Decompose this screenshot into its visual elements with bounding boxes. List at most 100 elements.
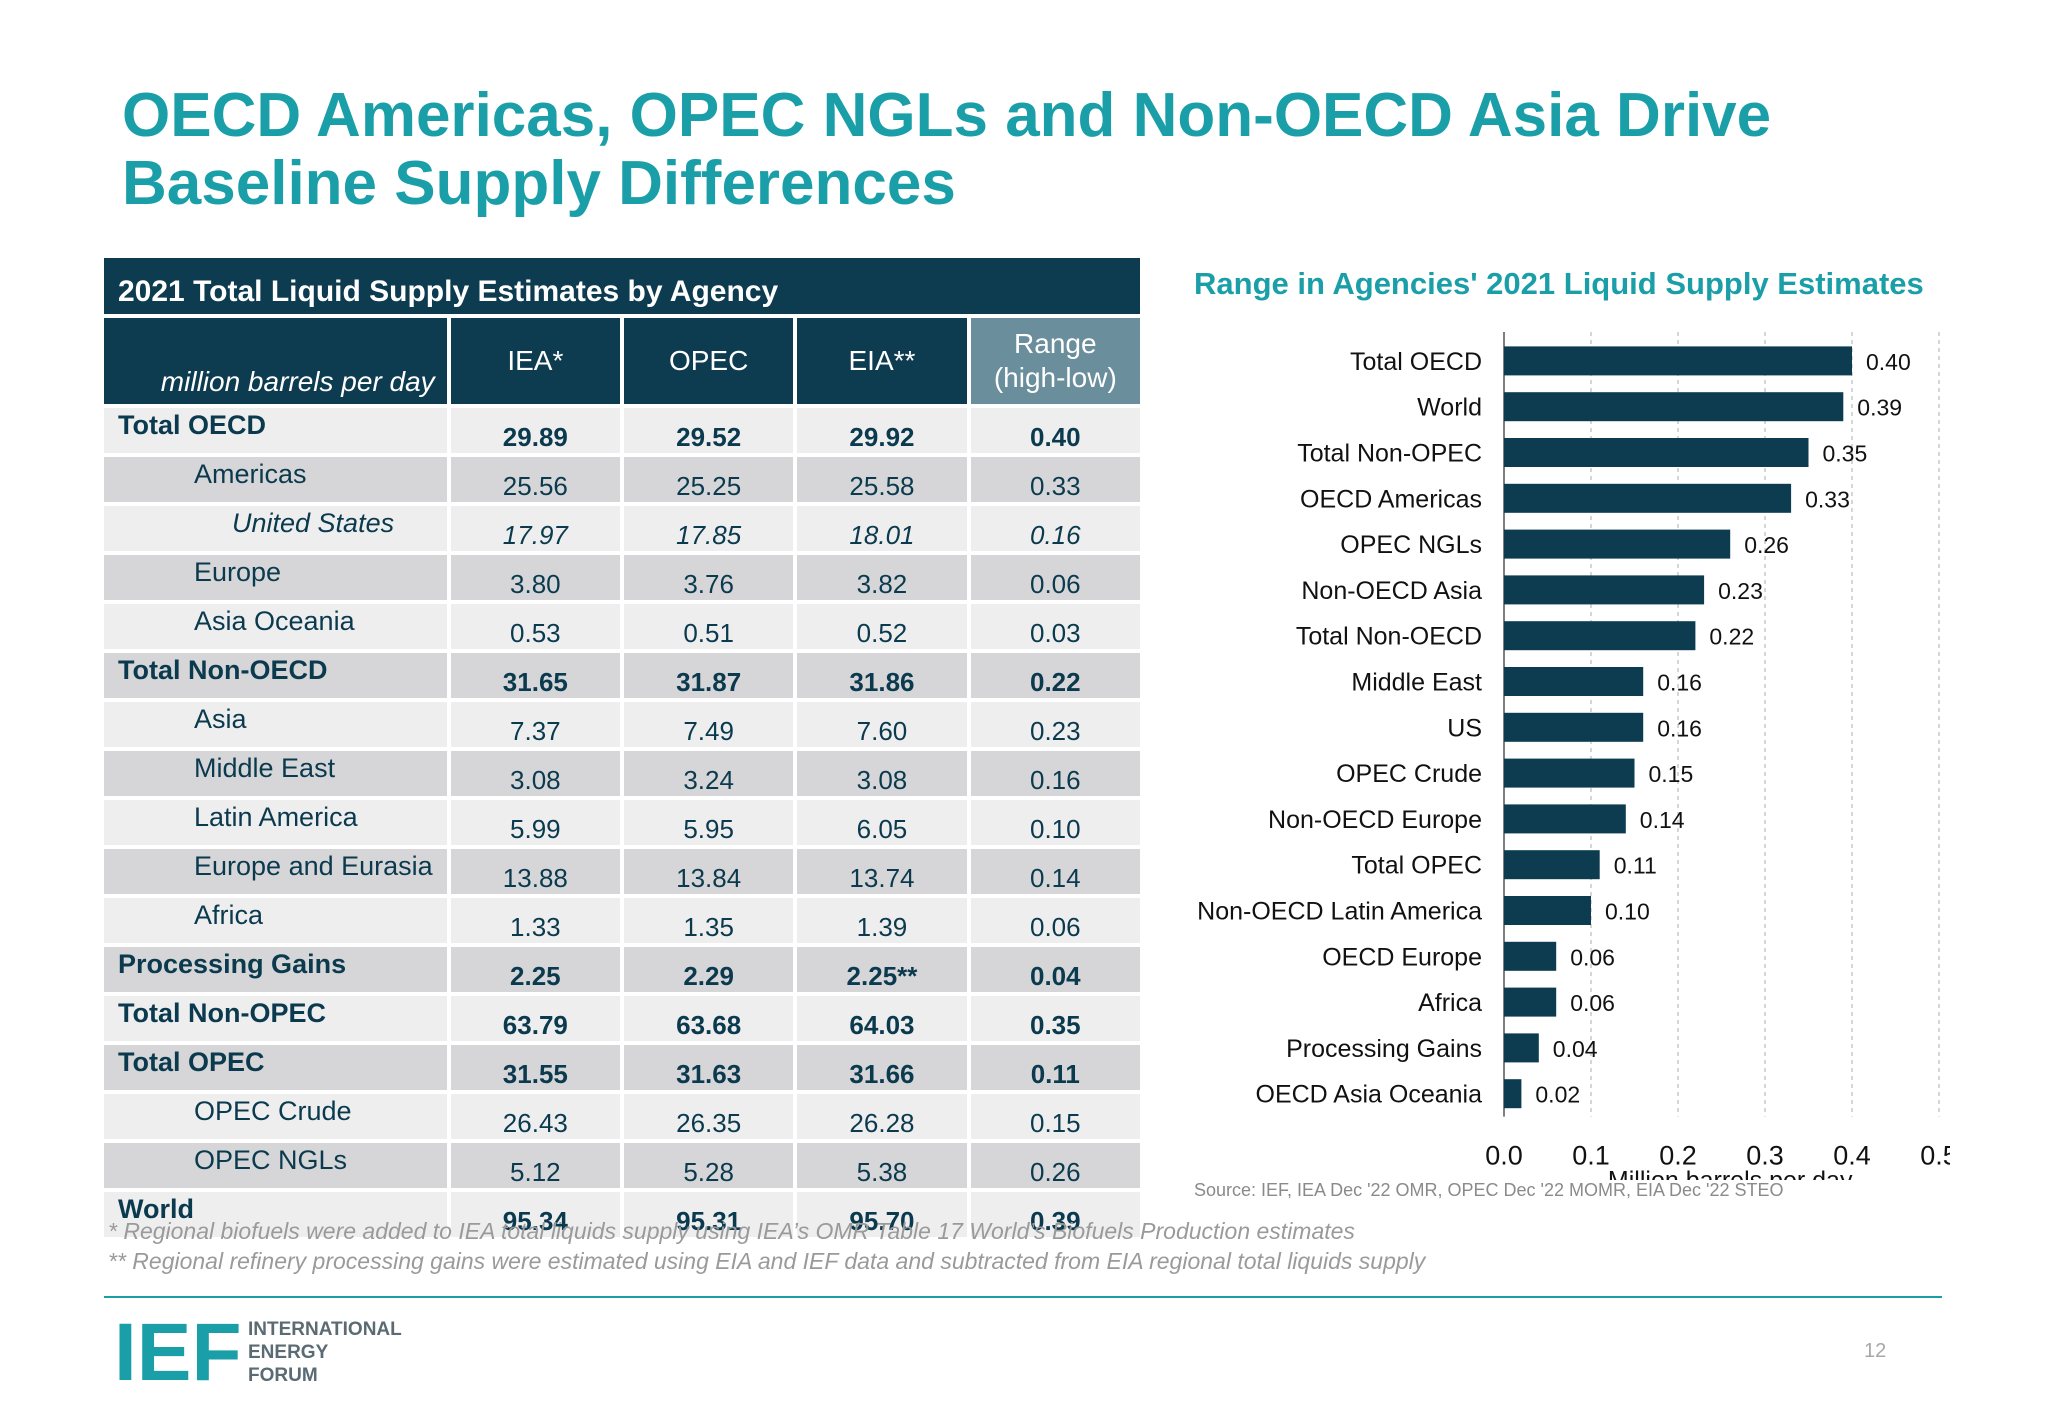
logo-line-1: INTERNATIONAL xyxy=(248,1319,402,1340)
x-tick-label: 0.4 xyxy=(1833,1141,1871,1171)
range-value: 0.40 xyxy=(970,408,1140,453)
opec-value: 25.25 xyxy=(624,457,794,502)
value-label: 0.04 xyxy=(1553,1036,1598,1062)
row-label: Total OECD xyxy=(104,408,447,453)
table-row: United States 17.97 17.85 18.01 0.16 xyxy=(104,506,1140,551)
range-value: 0.06 xyxy=(970,898,1140,943)
eia-value: 6.05 xyxy=(797,800,967,845)
category-label: OPEC NGLs xyxy=(1340,531,1482,559)
bar xyxy=(1504,941,1557,971)
x-tick-label: 0.5 xyxy=(1920,1141,1950,1171)
col-header-iea: IEA* xyxy=(450,318,620,404)
table-row: Total Non-OECD 31.65 31.87 31.86 0.22 xyxy=(104,653,1140,698)
ief-logo: IEF xyxy=(114,1318,242,1386)
iea-value: 31.65 xyxy=(450,653,620,698)
supply-table: million barrels per day IEA* OPEC EIA** … xyxy=(100,314,1144,1241)
eia-value: 13.74 xyxy=(797,849,967,894)
iea-value: 63.79 xyxy=(450,996,620,1041)
category-label: Non-OECD Latin America xyxy=(1197,898,1482,926)
row-label: Asia xyxy=(104,702,447,747)
iea-value: 17.97 xyxy=(450,506,620,551)
eia-value: 26.28 xyxy=(797,1094,967,1139)
category-label: Non-OECD Asia xyxy=(1301,577,1482,605)
logo-text: INTERNATIONAL ENERGY FORUM xyxy=(248,1318,402,1387)
iea-value: 95.34 xyxy=(450,1192,620,1237)
value-label: 0.26 xyxy=(1744,532,1789,558)
row-label: Total Non-OPEC xyxy=(104,996,447,1041)
row-label: Middle East xyxy=(104,751,447,796)
opec-value: 3.76 xyxy=(624,555,794,600)
table-row: Asia Oceania 0.53 0.51 0.52 0.03 xyxy=(104,604,1140,649)
row-label: Americas xyxy=(104,457,447,502)
bar xyxy=(1504,850,1600,880)
row-label: Latin America xyxy=(104,800,447,845)
eia-value: 29.92 xyxy=(797,408,967,453)
row-label: Africa xyxy=(104,898,447,943)
eia-value: 2.25** xyxy=(797,947,967,992)
category-label: Non-OECD Europe xyxy=(1268,806,1482,834)
range-value: 0.16 xyxy=(970,751,1140,796)
eia-value: 3.82 xyxy=(797,555,967,600)
bar xyxy=(1504,392,1844,422)
supply-table-panel: 2021 Total Liquid Supply Estimates by Ag… xyxy=(104,258,1140,1241)
x-tick-label: 0.0 xyxy=(1485,1141,1523,1171)
table-row: Middle East 3.08 3.24 3.08 0.16 xyxy=(104,751,1140,796)
row-label: Europe and Eurasia xyxy=(104,849,447,894)
iea-value: 29.89 xyxy=(450,408,620,453)
category-label: Total Non-OPEC xyxy=(1297,440,1482,468)
chart-title: Range in Agencies' 2021 Liquid Supply Es… xyxy=(1194,266,1924,301)
iea-value: 3.08 xyxy=(450,751,620,796)
category-label: Total OECD xyxy=(1350,348,1482,376)
range-value: 0.03 xyxy=(970,604,1140,649)
value-label: 0.33 xyxy=(1805,486,1850,512)
value-label: 0.35 xyxy=(1823,441,1868,467)
row-label: Europe xyxy=(104,555,447,600)
iea-value: 25.56 xyxy=(450,457,620,502)
bar xyxy=(1504,621,1696,651)
table-row: Total OPEC 31.55 31.63 31.66 0.11 xyxy=(104,1045,1140,1090)
table-row: Americas 25.56 25.25 25.58 0.33 xyxy=(104,457,1140,502)
opec-value: 2.29 xyxy=(624,947,794,992)
category-label: World xyxy=(1417,394,1482,422)
x-tick-label: 0.2 xyxy=(1659,1141,1697,1171)
opec-value: 31.87 xyxy=(624,653,794,698)
logo-letters: IEF xyxy=(114,1318,242,1386)
bar xyxy=(1504,896,1591,925)
value-label: 0.11 xyxy=(1614,853,1657,879)
category-label: OECD Americas xyxy=(1300,485,1482,513)
table-row: World 95.34 95.31 95.70 0.39 xyxy=(104,1192,1140,1237)
range-value: 0.22 xyxy=(970,653,1140,698)
range-value: 0.10 xyxy=(970,800,1140,845)
table-caption: 2021 Total Liquid Supply Estimates by Ag… xyxy=(104,258,1140,314)
bar xyxy=(1504,667,1644,696)
opec-value: 95.31 xyxy=(624,1192,794,1237)
eia-value: 31.66 xyxy=(797,1045,967,1090)
table-row: Total Non-OPEC 63.79 63.68 64.03 0.35 xyxy=(104,996,1140,1041)
row-label: Total OPEC xyxy=(104,1045,447,1090)
category-label: Total OPEC xyxy=(1351,852,1482,880)
x-tick-label: 0.1 xyxy=(1572,1141,1610,1171)
opec-value: 63.68 xyxy=(624,996,794,1041)
opec-value: 5.28 xyxy=(624,1143,794,1188)
value-label: 0.10 xyxy=(1605,899,1650,925)
opec-value: 26.35 xyxy=(624,1094,794,1139)
bar xyxy=(1504,804,1626,834)
range-value: 0.14 xyxy=(970,849,1140,894)
eia-value: 31.86 xyxy=(797,653,967,698)
footnote-2: ** Regional refinery processing gains we… xyxy=(108,1248,1426,1274)
table-row: Total OECD 29.89 29.52 29.92 0.40 xyxy=(104,408,1140,453)
unit-header: million barrels per day xyxy=(104,318,447,404)
bar xyxy=(1504,712,1644,742)
bar xyxy=(1504,1079,1522,1109)
eia-value: 7.60 xyxy=(797,702,967,747)
category-label: OPEC Crude xyxy=(1336,760,1482,788)
row-label: OPEC Crude xyxy=(104,1094,447,1139)
col-header-opec: OPEC xyxy=(624,318,794,404)
iea-value: 3.80 xyxy=(450,555,620,600)
bar xyxy=(1504,346,1852,376)
opec-value: 3.24 xyxy=(624,751,794,796)
value-label: 0.15 xyxy=(1649,761,1694,787)
row-label: OPEC NGLs xyxy=(104,1143,447,1188)
range-value: 0.15 xyxy=(970,1094,1140,1139)
category-label: OECD Europe xyxy=(1322,943,1482,971)
